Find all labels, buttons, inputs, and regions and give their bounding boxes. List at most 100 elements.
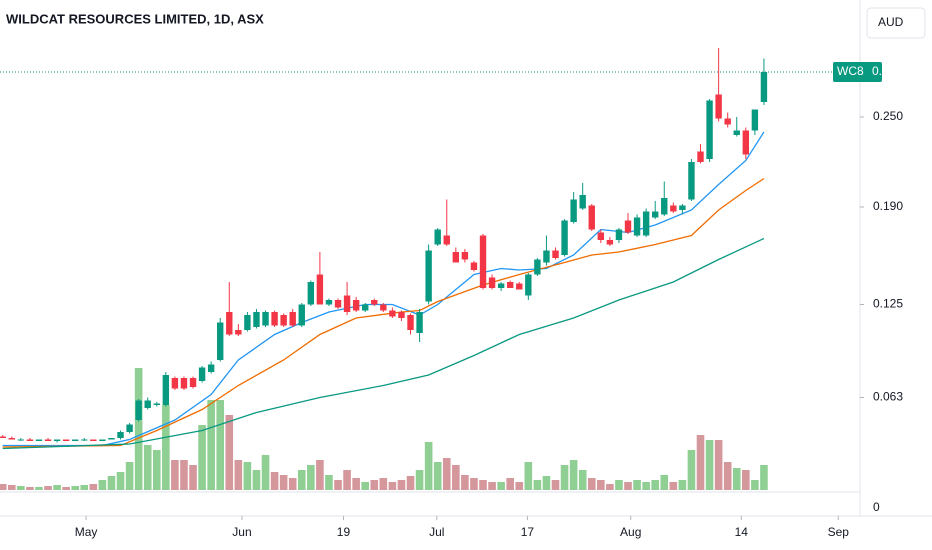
volume-bar xyxy=(171,460,179,490)
volume-bar xyxy=(669,482,678,490)
candle-body xyxy=(507,282,514,288)
candle-body xyxy=(670,205,677,212)
candle-body xyxy=(398,312,405,318)
volume-bar xyxy=(723,462,732,490)
volume-bar xyxy=(189,465,197,490)
candle-body xyxy=(461,252,469,260)
x-tick-label: Jul xyxy=(429,525,444,539)
volume-bar xyxy=(615,480,623,490)
candle-body xyxy=(99,439,106,441)
last-price-badge xyxy=(833,62,882,82)
volume-bar xyxy=(397,480,406,490)
candle-body xyxy=(380,304,387,311)
candle-body xyxy=(642,211,650,236)
volume-bar xyxy=(597,480,605,490)
volume-bar xyxy=(0,484,7,490)
candle-body xyxy=(534,259,541,275)
volume-bar xyxy=(660,475,669,490)
volume-bar xyxy=(542,476,551,490)
volume-bar xyxy=(107,476,116,490)
last-price-symbol: WC8 xyxy=(837,64,864,78)
volume-bar xyxy=(261,455,270,490)
y-tick-label: 0.190 xyxy=(873,199,903,213)
candle-body xyxy=(479,235,487,288)
candle-body xyxy=(525,274,532,296)
volume-bar xyxy=(116,472,125,490)
volume-bar xyxy=(162,405,170,490)
candle-body xyxy=(44,439,52,441)
volume-bar xyxy=(606,484,614,490)
candle-body xyxy=(488,277,496,288)
volume-bar xyxy=(17,486,25,490)
volume-bar xyxy=(152,450,161,490)
candle-body xyxy=(289,312,296,326)
candle-body xyxy=(742,130,750,155)
volume-bar xyxy=(433,462,442,490)
x-tick-label: Aug xyxy=(620,525,641,539)
volume-bar xyxy=(207,400,215,490)
x-tick-label: 19 xyxy=(337,525,351,539)
candle-body xyxy=(434,229,441,245)
candle-body xyxy=(144,400,151,408)
candle-body xyxy=(280,315,287,326)
candle-body xyxy=(570,199,577,222)
candle-body xyxy=(407,315,414,330)
volume-bar xyxy=(234,460,243,490)
candle-body xyxy=(253,312,260,327)
candle-body xyxy=(53,439,61,441)
candle-body xyxy=(588,205,595,230)
y-tick-label: 0.063 xyxy=(873,390,903,404)
candle-body xyxy=(171,378,179,389)
volume-bar xyxy=(7,485,16,490)
last-price-label: 0.280 xyxy=(872,64,902,78)
candle-body xyxy=(697,151,704,162)
candle-body xyxy=(651,211,659,218)
candle-body xyxy=(389,310,396,317)
chart-title: WILDCAT RESOURCES LIMITED, 1D, ASX xyxy=(6,11,264,26)
volume-bar xyxy=(388,482,397,490)
candle-body xyxy=(307,282,315,305)
candle-body xyxy=(688,162,695,200)
candle-body xyxy=(198,367,206,381)
currency-label[interactable]: AUD xyxy=(878,15,904,29)
volume-bar xyxy=(216,400,225,490)
currency-button[interactable] xyxy=(866,7,926,39)
volume-bar xyxy=(325,475,333,490)
candle-body xyxy=(126,424,133,432)
volume-bar xyxy=(578,470,587,490)
volume-bar xyxy=(370,480,379,490)
y-tick-label: 0.125 xyxy=(873,297,903,311)
volume-bar xyxy=(415,470,424,490)
volume-bar xyxy=(696,435,705,490)
candle-body xyxy=(162,375,170,405)
candle-body xyxy=(325,300,333,305)
volume-bar xyxy=(343,470,351,490)
candle-body xyxy=(244,315,251,330)
candle-body xyxy=(17,439,25,441)
x-tick-label: 17 xyxy=(521,525,535,539)
candle-body xyxy=(760,72,768,102)
volume-bar xyxy=(379,478,388,490)
candle-body xyxy=(633,217,641,236)
volume-bar xyxy=(488,482,496,490)
volume-bar xyxy=(751,480,759,490)
volume-bar xyxy=(760,465,768,490)
volume-bar xyxy=(297,470,306,490)
volume-bar xyxy=(452,465,460,490)
candle-body xyxy=(72,439,79,441)
candle-body xyxy=(153,403,160,405)
candle-body xyxy=(180,378,188,389)
volume-bar xyxy=(53,485,61,490)
x-tick-label: 14 xyxy=(735,525,749,539)
candle-body xyxy=(8,438,15,440)
candle-body xyxy=(661,198,668,215)
volume-bar xyxy=(587,478,596,490)
candle-body xyxy=(706,100,713,159)
candle-body xyxy=(271,312,278,326)
volume-bar xyxy=(678,480,687,490)
candle-body xyxy=(624,220,632,233)
volume-bar xyxy=(714,440,723,490)
candle-body xyxy=(561,220,568,255)
candle-body xyxy=(470,262,478,270)
volume-bar xyxy=(180,460,188,490)
